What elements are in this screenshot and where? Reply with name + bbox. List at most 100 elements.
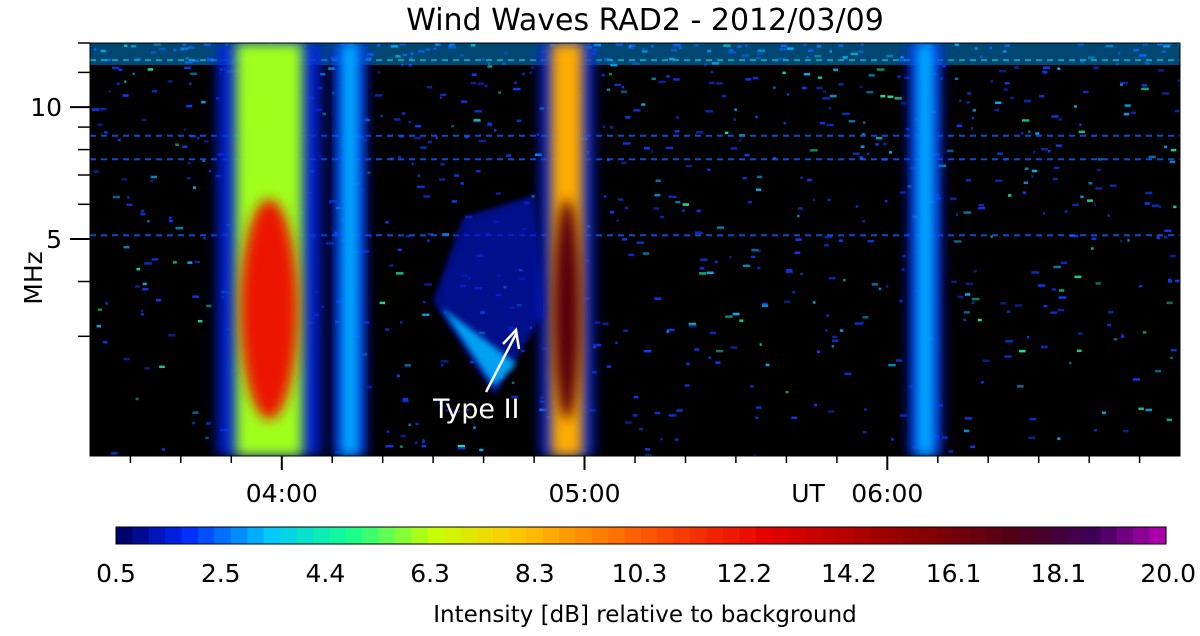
noise-speck [777,57,786,61]
noise-speck [610,63,618,67]
noise-speck [655,179,661,182]
noise-speck [700,258,708,262]
noise-speck [469,360,474,364]
noise-speck [202,159,205,162]
noise-speck [1108,311,1114,314]
noise-speck [594,321,601,324]
noise-speck [964,293,971,296]
noise-speck [730,346,738,349]
noise-speck [397,248,402,252]
annotation-arrow [484,333,518,393]
noise-speck [706,271,714,274]
colorbar-swatch [345,527,363,544]
noise-speck [1077,332,1083,335]
noise-speck [673,78,680,81]
noise-speck [642,50,648,53]
noise-speck [891,438,894,441]
noise-speck [194,260,200,264]
noise-speck [1031,169,1038,173]
colorbar-swatch [1018,527,1036,544]
noise-speck [182,145,188,148]
noise-speck [755,188,762,191]
noise-speck [843,278,846,282]
colorbar-tick-label: 8.3 [515,559,555,588]
noise-speck [1127,239,1130,242]
noise-speck [609,126,614,129]
noise-speck [204,140,209,143]
noise-speck [715,349,723,353]
noise-speck [674,130,680,133]
noise-speck [186,104,193,108]
colorbar-tick-label: 4.4 [306,559,346,588]
noise-speck [641,103,646,106]
noise-speck [904,76,910,79]
noise-speck [418,50,425,53]
noise-speck [445,403,451,406]
noise-speck [135,285,140,288]
colorbar-tick-label: 12.2 [716,559,772,588]
noise-speck [682,209,686,212]
noise-speck [1074,275,1082,279]
noise-speck [144,262,153,265]
noise-speck [396,374,400,378]
noise-speck [704,63,707,67]
noise-speck [187,161,191,165]
noise-speck [688,324,697,328]
noise-speck [948,450,954,453]
noise-speck [989,46,992,50]
noise-speck [762,304,769,307]
colorbar-swatch [723,527,740,544]
noise-speck [385,328,390,331]
noise-speck [208,169,211,173]
noise-speck [710,70,714,74]
noise-speck [609,211,614,214]
noise-speck [151,89,158,93]
noise-speck [435,136,438,140]
noise-speck [467,408,470,412]
noise-speck [747,200,752,204]
colorbar-swatch [444,527,462,544]
noise-speck [198,320,203,323]
noise-speck [379,301,386,305]
noise-speck [201,100,206,104]
noise-speck [428,140,432,144]
noise-speck [629,44,636,47]
colorbar-swatch [772,527,790,544]
noise-speck [696,209,701,213]
noise-speck [1000,302,1006,305]
noise-speck [502,62,506,66]
noise-speck [827,198,831,202]
noise-speck [1037,284,1046,287]
noise-speck [92,108,99,111]
noise-speck [842,56,848,59]
noise-speck [653,207,660,210]
noise-speck [889,151,892,154]
noise-speck [971,116,974,120]
noise-speck [1139,54,1147,57]
noise-speck [1164,229,1172,232]
noise-speck [714,260,718,264]
noise-speck [721,94,727,98]
noise-speck [1004,44,1010,47]
noise-speck [888,363,896,367]
noise-speck [1107,323,1112,327]
noise-speck [749,385,754,388]
noise-speck [942,64,946,68]
noise-speck [1133,48,1139,52]
noise-speck [859,85,863,89]
noise-speck [375,94,383,97]
noise-speck [1141,84,1147,87]
noise-speck [188,82,192,86]
noise-speck [415,422,419,426]
noise-speck [615,341,618,345]
noise-speck [981,381,984,384]
noise-speck [628,253,635,257]
noise-speck [206,304,212,308]
noise-speck [1121,333,1124,336]
noise-speck [1088,56,1095,59]
noise-speck [136,267,141,271]
colorbar-swatch [657,527,675,544]
noise-speck [750,255,755,259]
noise-speck [1168,278,1172,282]
noise-speck [1057,67,1061,70]
